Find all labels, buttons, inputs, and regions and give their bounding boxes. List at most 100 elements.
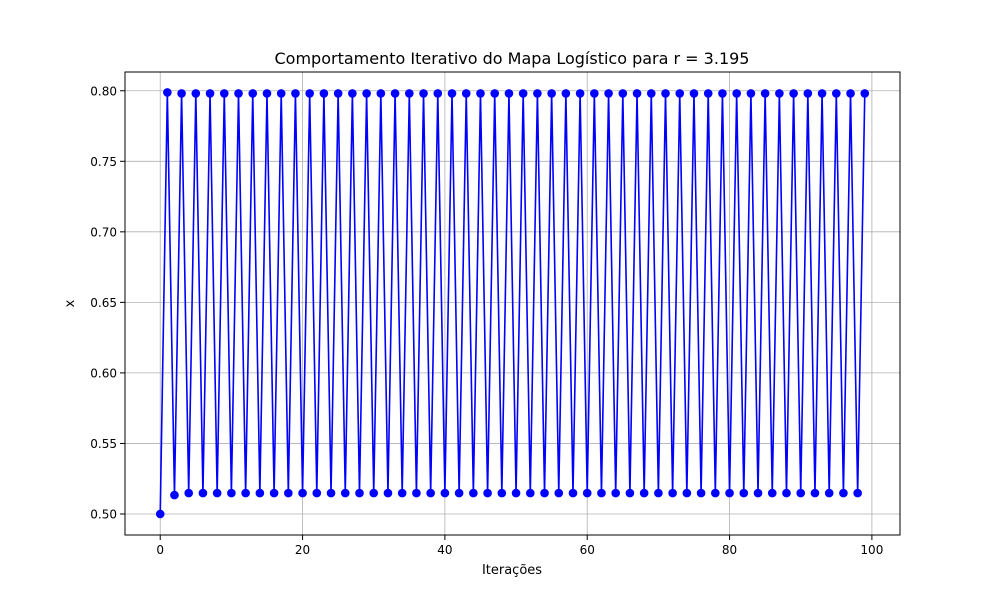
data-point xyxy=(276,89,286,98)
data-point xyxy=(476,89,485,98)
data-point xyxy=(590,89,599,98)
data-point xyxy=(170,490,179,500)
data-point xyxy=(725,488,734,498)
data-point xyxy=(298,488,307,498)
data-point xyxy=(789,89,798,98)
data-point xyxy=(212,488,222,498)
data-point xyxy=(426,488,435,498)
data-point xyxy=(661,89,670,98)
data-point xyxy=(796,488,806,498)
data-point xyxy=(732,89,741,98)
data-point xyxy=(668,488,677,498)
y-tick-label: 0.55 xyxy=(90,437,117,451)
x-axis-ticks: 0 20 40 60 80 100 xyxy=(156,535,883,557)
data-point xyxy=(767,488,777,498)
data-point xyxy=(155,509,165,519)
data-point xyxy=(803,89,813,98)
y-tick-label: 0.70 xyxy=(90,225,117,239)
data-point xyxy=(191,89,201,98)
x-tick-label: 60 xyxy=(580,543,595,557)
data-point xyxy=(547,89,556,98)
data-point xyxy=(568,488,578,498)
data-point xyxy=(561,89,571,98)
x-axis-label: Iterações xyxy=(482,563,542,578)
data-point xyxy=(689,89,699,98)
data-point xyxy=(525,488,535,498)
data-point xyxy=(454,488,464,498)
data-point xyxy=(447,89,457,98)
data-point xyxy=(554,488,564,498)
data-point xyxy=(355,488,364,498)
data-point xyxy=(639,488,649,498)
x-tick-label: 40 xyxy=(437,543,452,557)
data-point xyxy=(675,89,685,98)
data-point xyxy=(319,89,329,98)
data-point xyxy=(696,488,706,498)
data-point xyxy=(340,488,350,498)
chart-title: Comportamento Iterativo do Mapa Logístic… xyxy=(275,49,750,68)
data-point xyxy=(205,89,215,98)
data-point xyxy=(511,488,521,498)
data-point xyxy=(376,89,386,98)
data-point xyxy=(262,89,272,98)
data-point xyxy=(533,89,542,98)
data-point xyxy=(219,89,229,98)
y-axis-label: x xyxy=(63,299,78,307)
data-point xyxy=(390,89,400,98)
data-point xyxy=(632,89,642,98)
data-point xyxy=(582,488,592,498)
data-point xyxy=(832,89,841,98)
y-tick-label: 0.60 xyxy=(90,366,117,380)
data-point xyxy=(646,89,656,98)
data-point xyxy=(440,488,450,498)
y-axis-ticks: 0.50 0.55 0.60 0.65 0.70 0.75 0.80 xyxy=(90,84,125,521)
data-point xyxy=(326,488,336,498)
data-point xyxy=(839,488,848,498)
data-point xyxy=(177,89,186,98)
x-tick-label: 80 xyxy=(722,543,737,557)
data-point xyxy=(575,89,585,98)
data-point xyxy=(405,89,414,98)
data-point xyxy=(504,89,514,98)
data-point xyxy=(461,89,471,98)
data-point xyxy=(746,89,756,98)
plot-area-frame xyxy=(124,71,901,536)
data-point xyxy=(241,488,250,498)
data-point xyxy=(817,89,827,98)
data-point xyxy=(846,89,855,98)
data-point xyxy=(227,488,236,498)
data-point xyxy=(853,488,862,498)
data-point xyxy=(718,89,727,98)
data-point xyxy=(540,488,549,498)
data-point xyxy=(163,88,172,97)
data-point xyxy=(860,89,870,98)
y-tick-label: 0.50 xyxy=(90,507,117,521)
data-point xyxy=(305,89,314,98)
data-point xyxy=(824,488,834,498)
series-line xyxy=(159,91,866,514)
data-point xyxy=(433,89,443,98)
data-point xyxy=(611,488,620,498)
data-point xyxy=(397,488,407,498)
data-point xyxy=(348,89,357,98)
data-point xyxy=(490,89,500,98)
data-point xyxy=(518,89,528,98)
y-tick-label: 0.75 xyxy=(90,155,117,169)
x-tick-label: 100 xyxy=(860,543,883,557)
data-point xyxy=(284,488,293,498)
data-point xyxy=(711,488,720,498)
data-point xyxy=(604,89,613,98)
data-point xyxy=(682,488,692,498)
data-point xyxy=(184,488,193,498)
data-point xyxy=(412,488,421,498)
data-point xyxy=(369,488,379,498)
data-point xyxy=(739,488,749,498)
y-tick-label: 0.65 xyxy=(90,296,117,310)
data-point xyxy=(198,488,208,498)
data-point xyxy=(383,488,393,498)
data-point xyxy=(753,488,763,498)
x-tick-label: 0 xyxy=(156,543,164,557)
data-point xyxy=(419,89,428,98)
data-point xyxy=(483,488,492,498)
